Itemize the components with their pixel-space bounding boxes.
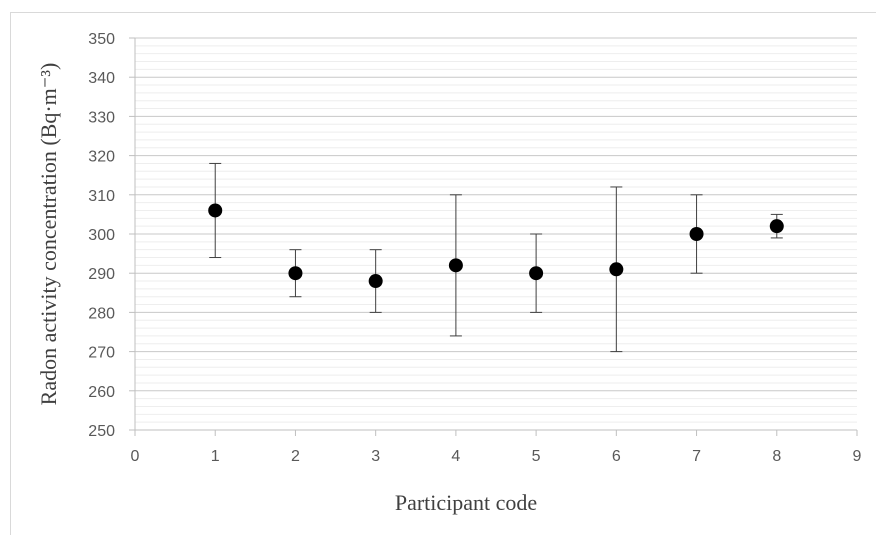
y-tick-label: 310 <box>88 188 115 205</box>
x-tick-label: 1 <box>211 448 220 465</box>
data-point <box>288 266 303 281</box>
x-tick-label: 7 <box>692 448 701 465</box>
gridlines <box>135 37 857 431</box>
x-tick-label: 4 <box>451 448 460 465</box>
axes <box>129 37 858 436</box>
data-points <box>208 203 784 289</box>
x-axis-title: Participant code <box>395 490 537 515</box>
data-point <box>208 203 223 218</box>
x-tick-label: 6 <box>612 448 621 465</box>
y-tick-label: 340 <box>88 70 115 87</box>
x-tick-label: 5 <box>532 448 541 465</box>
y-tick-label: 290 <box>88 266 115 283</box>
x-tick-label: 8 <box>772 448 781 465</box>
tick-labels: 250 260 270 280 290 300 310 320 330 340 350 0 1 2 3 4 5 6… <box>88 31 861 465</box>
y-tick-label: 250 <box>88 423 115 440</box>
x-tick-label: 9 <box>853 448 862 465</box>
y-tick-label: 260 <box>88 384 115 401</box>
data-point <box>368 274 383 289</box>
data-point <box>529 266 544 281</box>
y-axis-title: Radon activity concentration (Bq·m⁻³) <box>36 63 61 406</box>
x-tick-label: 2 <box>291 448 300 465</box>
x-tick-label: 0 <box>131 448 140 465</box>
x-tick-label: 3 <box>371 448 380 465</box>
data-point <box>609 262 624 277</box>
data-point <box>769 219 784 234</box>
y-tick-label: 350 <box>88 31 115 48</box>
data-point <box>689 227 704 241</box>
data-point <box>448 258 463 273</box>
y-tick-label: 300 <box>88 227 115 244</box>
y-tick-label: 280 <box>88 305 115 322</box>
y-tick-label: 270 <box>88 345 115 362</box>
y-tick-label: 330 <box>88 109 115 126</box>
y-tick-label: 320 <box>88 149 115 166</box>
